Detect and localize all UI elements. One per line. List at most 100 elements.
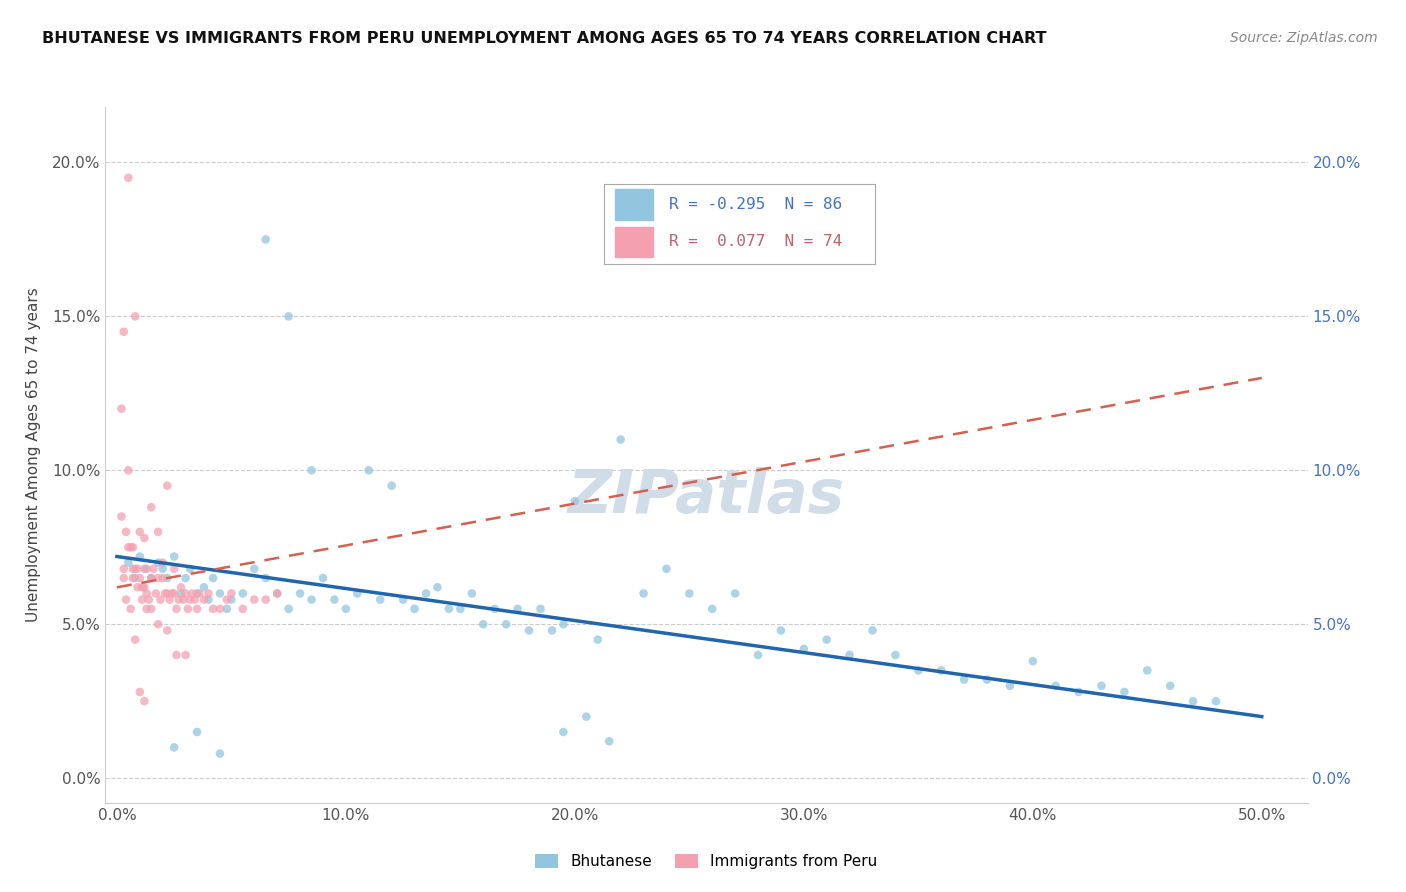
Text: BHUTANESE VS IMMIGRANTS FROM PERU UNEMPLOYMENT AMONG AGES 65 TO 74 YEARS CORRELA: BHUTANESE VS IMMIGRANTS FROM PERU UNEMPL… — [42, 31, 1046, 46]
Point — [174, 648, 197, 662]
Point — [884, 648, 907, 662]
Y-axis label: Unemployment Among Ages 65 to 74 years: Unemployment Among Ages 65 to 74 years — [27, 287, 41, 623]
Point — [564, 494, 586, 508]
Point — [575, 709, 598, 723]
Point — [120, 541, 142, 555]
Point — [335, 602, 357, 616]
Point — [381, 479, 404, 493]
Point — [153, 586, 176, 600]
Point — [149, 592, 172, 607]
Point — [117, 463, 139, 477]
Point — [145, 586, 167, 600]
Point — [357, 463, 380, 477]
Point — [163, 562, 186, 576]
Point — [127, 562, 149, 576]
Point — [472, 617, 495, 632]
Point — [163, 740, 186, 755]
Point — [368, 592, 391, 607]
Point — [202, 571, 225, 585]
Point — [122, 571, 145, 585]
Point — [112, 571, 135, 585]
Point — [404, 602, 426, 616]
Point — [156, 571, 179, 585]
Point — [437, 602, 460, 616]
Point — [598, 734, 620, 748]
Point — [907, 664, 929, 678]
Point — [277, 310, 299, 324]
Point — [179, 562, 201, 576]
Point — [793, 641, 815, 656]
Point — [181, 586, 204, 600]
Point — [197, 586, 219, 600]
Point — [1182, 694, 1205, 708]
Point — [976, 673, 998, 687]
Point — [208, 586, 231, 600]
Point — [141, 500, 163, 515]
Point — [124, 571, 146, 585]
Point — [392, 592, 415, 607]
Text: R = -0.295  N = 86: R = -0.295 N = 86 — [669, 197, 842, 212]
Point — [243, 592, 266, 607]
Point — [177, 602, 200, 616]
Point — [415, 586, 437, 600]
Text: R =  0.077  N = 74: R = 0.077 N = 74 — [669, 235, 842, 250]
Point — [163, 586, 186, 600]
Point — [141, 571, 163, 585]
Point — [215, 592, 238, 607]
Point — [135, 586, 157, 600]
Point — [208, 747, 231, 761]
Point — [128, 571, 150, 585]
Point — [702, 602, 724, 616]
Point — [134, 694, 156, 708]
Point — [1159, 679, 1181, 693]
Point — [449, 602, 471, 616]
Point — [186, 725, 208, 739]
Point — [426, 580, 449, 594]
Point — [128, 549, 150, 564]
Point — [197, 592, 219, 607]
Point — [117, 541, 139, 555]
Point — [186, 602, 208, 616]
Point — [1090, 679, 1112, 693]
Point — [1067, 685, 1090, 699]
Point — [146, 571, 169, 585]
Point — [254, 232, 277, 246]
Point — [1045, 679, 1067, 693]
Point — [529, 602, 551, 616]
Point — [160, 586, 183, 600]
Point — [193, 580, 215, 594]
Point — [1136, 664, 1159, 678]
Point — [312, 571, 335, 585]
Bar — [616, 227, 652, 257]
Point — [484, 602, 506, 616]
Point — [112, 325, 135, 339]
Point — [134, 531, 156, 545]
Point — [141, 571, 163, 585]
Point — [633, 586, 655, 600]
Point — [115, 524, 138, 539]
Point — [346, 586, 368, 600]
Point — [254, 571, 277, 585]
Point — [124, 632, 146, 647]
Point — [1205, 694, 1227, 708]
Point — [655, 562, 678, 576]
Point — [815, 632, 838, 647]
Text: Source: ZipAtlas.com: Source: ZipAtlas.com — [1230, 31, 1378, 45]
Point — [553, 617, 575, 632]
Point — [110, 509, 132, 524]
Point — [221, 592, 243, 607]
Point — [135, 562, 157, 576]
Point — [117, 170, 139, 185]
Point — [152, 562, 174, 576]
Point — [1022, 654, 1045, 668]
Point — [122, 562, 145, 576]
Point — [208, 602, 231, 616]
Point — [115, 592, 138, 607]
Point — [179, 592, 201, 607]
Point — [122, 541, 145, 555]
Point — [127, 580, 149, 594]
Point — [146, 524, 169, 539]
Point — [254, 592, 277, 607]
Point — [769, 624, 792, 638]
Point — [131, 592, 153, 607]
